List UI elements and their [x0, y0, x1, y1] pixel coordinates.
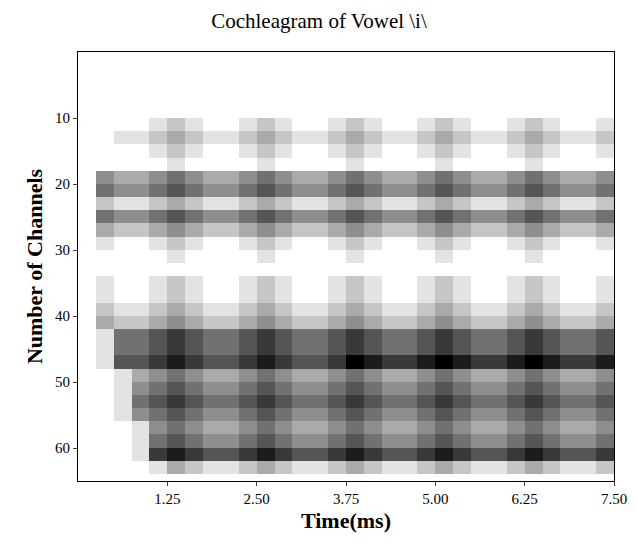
svg-text:50: 50 [55, 374, 70, 390]
svg-text:2.50: 2.50 [244, 491, 270, 507]
svg-text:Cochleagram of Vowel \i\: Cochleagram of Vowel \i\ [211, 9, 427, 33]
svg-text:5.00: 5.00 [422, 491, 448, 507]
svg-text:Time(ms): Time(ms) [301, 508, 391, 533]
svg-text:1.25: 1.25 [154, 491, 180, 507]
svg-text:7.50: 7.50 [601, 491, 627, 507]
svg-text:60: 60 [55, 440, 70, 456]
svg-text:10: 10 [55, 110, 70, 126]
svg-text:40: 40 [55, 308, 70, 324]
svg-text:20: 20 [55, 176, 70, 192]
svg-text:3.75: 3.75 [333, 491, 359, 507]
svg-text:6.25: 6.25 [512, 491, 538, 507]
svg-text:Number of Channels: Number of Channels [22, 168, 47, 364]
svg-text:30: 30 [55, 242, 70, 258]
